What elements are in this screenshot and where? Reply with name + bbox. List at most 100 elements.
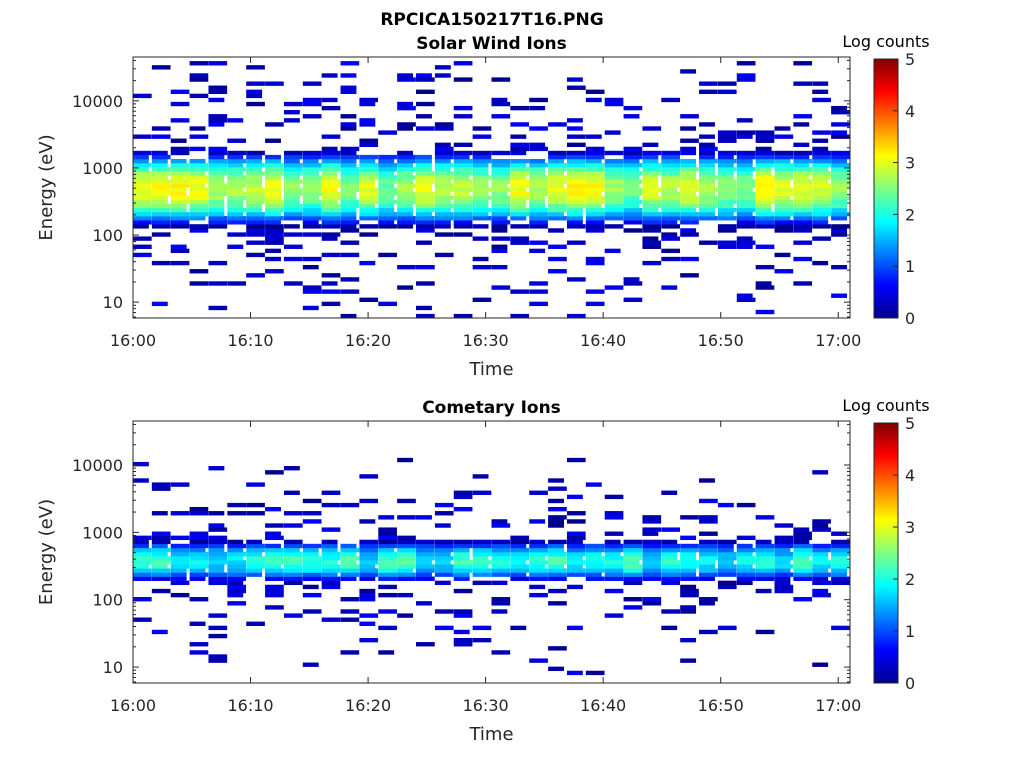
heatmap-cell — [642, 236, 659, 241]
heatmap-cell — [359, 183, 376, 188]
heatmap-cell — [680, 150, 697, 156]
heatmap-cell — [736, 535, 756, 541]
heatmap-cell — [340, 167, 360, 172]
heatmap-cell — [529, 556, 546, 561]
heatmap-cell — [793, 539, 810, 545]
heatmap-cell — [717, 625, 737, 631]
heatmap-cell — [736, 293, 753, 298]
heatmap-cell — [623, 560, 640, 565]
heatmap-cell — [246, 232, 265, 237]
heatmap-cell — [397, 105, 416, 111]
heatmap-cell — [208, 260, 228, 266]
heatmap-cell — [208, 305, 228, 311]
heatmap-cell — [491, 552, 511, 557]
heatmap-cell — [585, 670, 605, 676]
heatmap-cell — [246, 93, 263, 99]
heatmap-cell — [831, 150, 850, 156]
heatmap-cell — [623, 211, 643, 217]
heatmap-cell — [151, 187, 171, 192]
heatmap-cell — [491, 601, 511, 606]
heatmap-cell — [265, 240, 284, 245]
heatmap-cell — [491, 114, 511, 119]
heatmap-cell — [755, 543, 775, 549]
heatmap-cell — [151, 511, 168, 516]
heatmap-cell — [529, 490, 548, 495]
heatmap-cell — [340, 597, 360, 602]
heatmap-cell — [831, 543, 850, 549]
heatmap-cell — [208, 466, 225, 471]
heatmap-cell — [755, 560, 775, 565]
heatmap-cell — [189, 134, 209, 139]
heatmap-cell — [453, 642, 473, 647]
heatmap-cell — [623, 158, 640, 164]
heatmap-cell — [548, 601, 567, 606]
heatmap-cell — [283, 523, 303, 528]
heatmap-cell — [510, 572, 527, 577]
heatmap-cell — [548, 543, 564, 549]
heatmap-cell — [434, 142, 451, 148]
heatmap-cell — [416, 556, 435, 561]
heatmap-cell — [642, 171, 662, 176]
colorbar — [873, 58, 899, 319]
heatmap-cell — [321, 568, 341, 573]
heatmap-cell — [774, 269, 794, 274]
heatmap-cell — [812, 580, 831, 586]
heatmap-cell — [397, 179, 414, 184]
heatmap-cell — [189, 621, 206, 626]
heatmap-cell — [680, 146, 697, 152]
heatmap-cell — [133, 244, 152, 249]
heatmap-cell — [831, 191, 847, 196]
heatmap-cell — [661, 195, 680, 201]
heatmap-cell — [774, 179, 791, 184]
heatmap-cell — [434, 511, 454, 516]
heatmap-cell — [453, 142, 473, 148]
heatmap-cell — [717, 580, 737, 586]
heatmap-cell — [736, 199, 756, 205]
heatmap-cell — [623, 220, 643, 225]
heatmap-cell — [434, 224, 451, 229]
heatmap-cell — [397, 264, 416, 270]
heatmap-cell — [548, 572, 567, 577]
heatmap-cell — [246, 191, 265, 196]
heatmap-cell — [566, 670, 583, 676]
heatmap-cell — [321, 191, 341, 196]
heatmap-cell — [774, 183, 791, 188]
heatmap-cell — [491, 519, 508, 524]
heatmap-cell — [529, 171, 546, 176]
heatmap-cell — [208, 281, 228, 286]
heatmap-cell — [831, 547, 850, 553]
heatmap-cell — [434, 65, 451, 70]
heatmap-cell — [736, 236, 753, 241]
heatmap-cell — [359, 158, 376, 164]
heatmap-cell — [566, 142, 586, 148]
heatmap-cell — [359, 191, 379, 196]
heatmap-cell — [453, 539, 473, 545]
heatmap-cell — [434, 523, 451, 528]
heatmap-cell — [661, 171, 680, 176]
heatmap-cell — [321, 158, 341, 164]
heatmap-cell — [170, 592, 190, 598]
heatmap-cell — [736, 297, 756, 302]
heatmap-cell — [283, 568, 303, 573]
heatmap-cell — [642, 601, 662, 606]
heatmap-cell — [548, 195, 567, 201]
heatmap-cell — [736, 150, 756, 156]
heatmap-cell — [246, 187, 265, 192]
heatmap-cell — [510, 211, 530, 217]
heatmap-cell — [416, 313, 435, 318]
heatmap-cell — [472, 297, 492, 302]
heatmap-cell — [472, 183, 489, 188]
heatmap-cell — [208, 527, 228, 532]
heatmap-cell — [359, 613, 379, 618]
y-tick-label: 1000 — [82, 159, 123, 178]
heatmap-cell — [151, 576, 171, 581]
heatmap-cell — [189, 203, 209, 209]
heatmap-cell — [736, 220, 756, 225]
heatmap-cell — [623, 114, 640, 119]
heatmap-cell — [774, 126, 791, 131]
heatmap-cell — [359, 195, 379, 201]
heatmap-cell — [755, 150, 775, 156]
heatmap-cell — [189, 281, 209, 286]
heatmap-cell — [397, 220, 416, 225]
heatmap-cell — [246, 621, 265, 626]
